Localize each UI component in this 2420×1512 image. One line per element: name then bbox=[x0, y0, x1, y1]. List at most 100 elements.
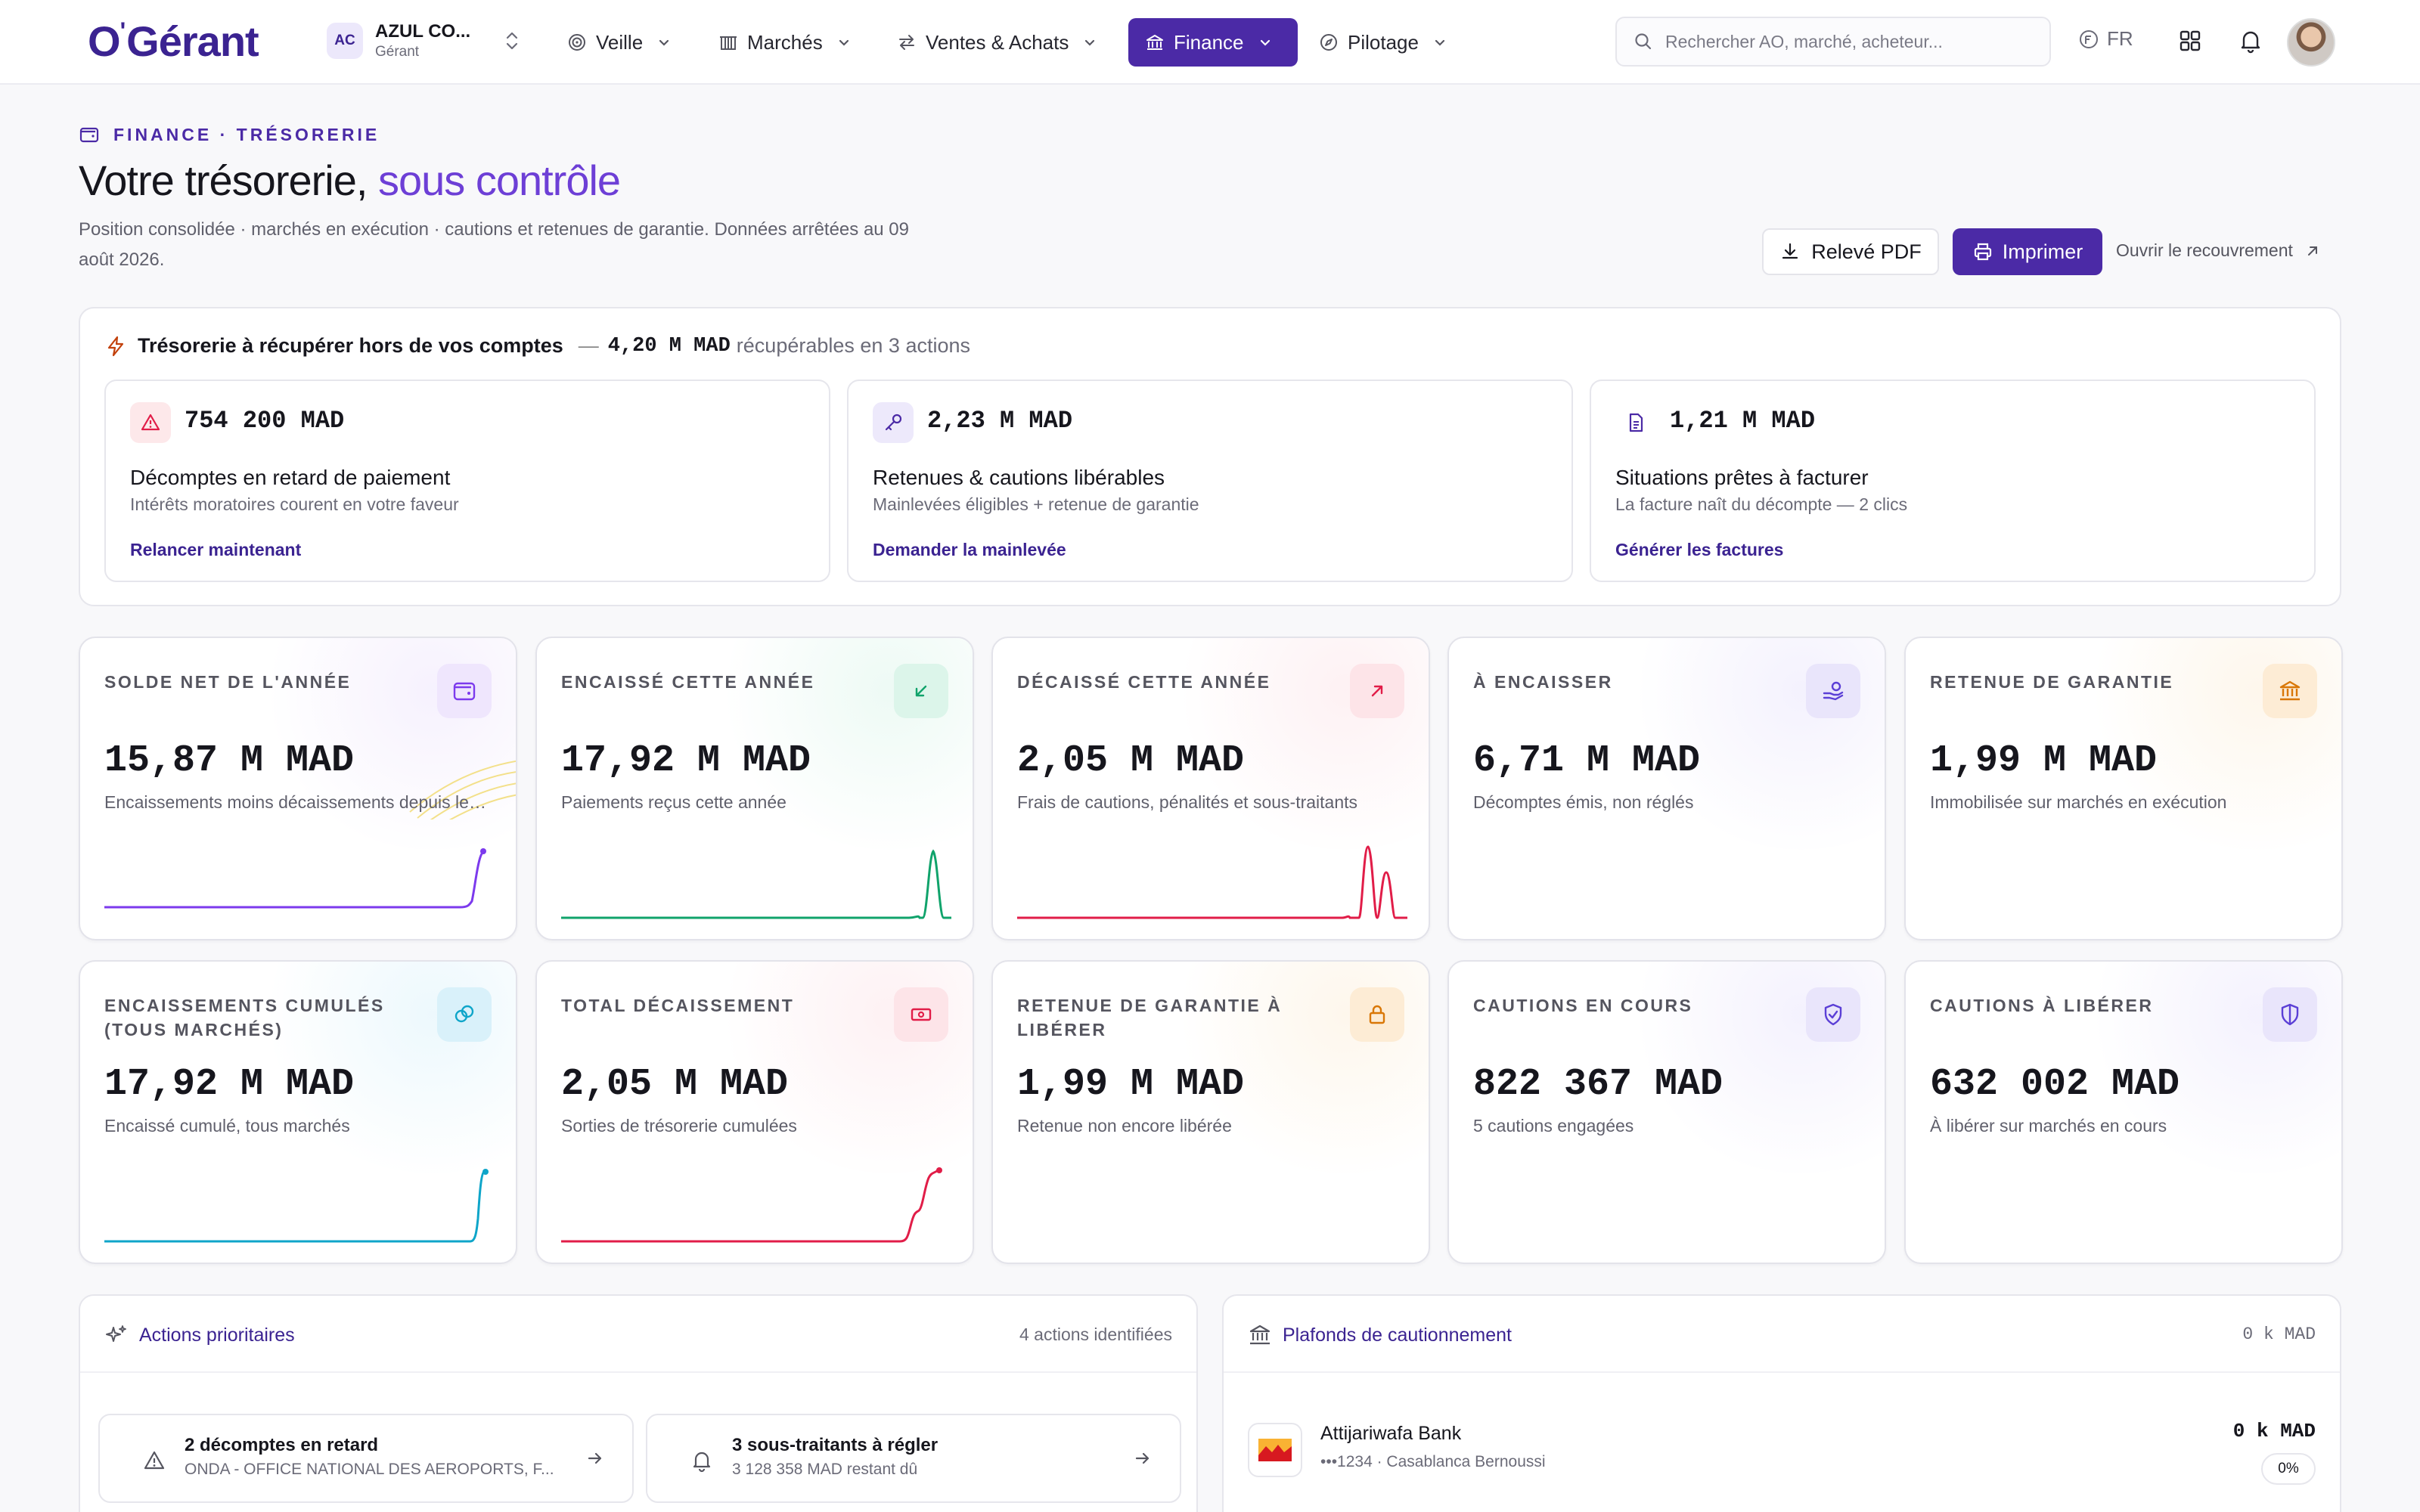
search-input[interactable] bbox=[1665, 31, 2028, 52]
language-switcher[interactable]: FR bbox=[2078, 27, 2133, 51]
org-role: Gérant bbox=[375, 44, 420, 60]
divider bbox=[1224, 1371, 2340, 1373]
action-decomptes-retard[interactable]: 2 décomptes en retard ONDA - OFFICE NATI… bbox=[98, 1414, 634, 1503]
mainlevee-link[interactable]: Demander la mainlevée bbox=[873, 540, 1066, 559]
bank-name[interactable]: Attijariwafa Bank bbox=[1320, 1423, 1462, 1444]
coins-icon bbox=[437, 987, 492, 1042]
generer-factures-link[interactable]: Générer les factures bbox=[1615, 540, 1784, 559]
wallet-icon bbox=[79, 127, 99, 143]
kpi-retenue-garantie[interactable]: RETENUE DE GARANTIE 1,99 M MAD Immobilis… bbox=[1904, 637, 2343, 940]
key-icon bbox=[873, 402, 914, 443]
arrow-up-right-icon bbox=[2307, 246, 2317, 256]
kpi-subtitle: Sorties de trésorerie cumulées bbox=[561, 1116, 797, 1136]
relancer-link[interactable]: Relancer maintenant bbox=[130, 540, 302, 559]
lock-icon bbox=[1350, 987, 1404, 1042]
kpi-value: 632 002 MAD bbox=[1930, 1063, 2180, 1106]
kpi-label: RETENUE DE GARANTIE bbox=[1930, 672, 2174, 692]
document-icon bbox=[1615, 402, 1656, 443]
nav-marches[interactable]: Marchés bbox=[702, 18, 868, 67]
org-switcher[interactable]: AC AZUL CO... Gérant bbox=[327, 21, 520, 60]
plafonds-total: 0 k MAD bbox=[2242, 1325, 2316, 1344]
actions-prioritaires-panel: Actions prioritaires 4 actions identifié… bbox=[79, 1294, 1198, 1512]
kpi-label: CAUTIONS EN COURS bbox=[1473, 996, 1693, 1015]
recovery-card-factures[interactable]: 1,21 M MAD Situations prêtes à facturer … bbox=[1590, 380, 2316, 582]
panel-title: Plafonds de cautionnement bbox=[1248, 1323, 1512, 1347]
shield-half-icon bbox=[2263, 987, 2317, 1042]
kpi-a-encaisser[interactable]: À ENCAISSER 6,71 M MAD Décomptes émis, n… bbox=[1447, 637, 1886, 940]
user-avatar[interactable] bbox=[2287, 18, 2335, 67]
sparkline-cumules bbox=[104, 1169, 489, 1243]
apps-grid-icon[interactable] bbox=[2176, 27, 2204, 54]
recovery-card-late[interactable]: 754 200 MAD Décomptes en retard de paiem… bbox=[104, 380, 830, 582]
recovery-card-desc: Mainlevées éligibles + retenue de garant… bbox=[873, 494, 1199, 514]
lightning-icon bbox=[107, 336, 124, 356]
bank-amount: 0 k MAD bbox=[2232, 1420, 2316, 1442]
chevron-down-icon bbox=[659, 39, 669, 46]
chevron-down-icon bbox=[1085, 39, 1095, 46]
recovery-card-amount: 2,23 M MAD bbox=[927, 407, 1073, 435]
kpi-value: 2,05 M MAD bbox=[561, 1063, 789, 1106]
print-button[interactable]: Imprimer bbox=[1953, 228, 2102, 275]
recovery-panel: Trésorerie à récupérer hors de vos compt… bbox=[79, 307, 2341, 606]
nav-veille[interactable]: Veille bbox=[551, 18, 688, 67]
kpi-value: 17,92 M MAD bbox=[561, 739, 811, 782]
kpi-subtitle: Frais de cautions, pénalités et sous-tra… bbox=[1017, 792, 1358, 812]
chevron-down-icon bbox=[1435, 39, 1445, 46]
kpi-value: 2,05 M MAD bbox=[1017, 739, 1245, 782]
recovery-card-desc: Intérêts moratoires courent en votre fav… bbox=[130, 494, 459, 514]
kpi-decaisse-annee[interactable]: DÉCAISSÉ CETTE ANNÉE 2,05 M MAD Frais de… bbox=[991, 637, 1430, 940]
recovery-label: Trésorerie à récupérer hors de vos compt… bbox=[138, 334, 563, 357]
kpi-encaisse-annee[interactable]: ENCAISSÉ CETTE ANNÉE 17,92 M MAD Paiemen… bbox=[535, 637, 974, 940]
kpi-subtitle: Paiements reçus cette année bbox=[561, 792, 786, 812]
kpi-retenue-a-liberer[interactable]: RETENUE DE GARANTIE À LIBÉRER 1,99 M MAD… bbox=[991, 960, 1430, 1264]
sparkline-solde bbox=[104, 848, 486, 909]
chevron-down-icon bbox=[839, 39, 849, 46]
radar-icon bbox=[569, 34, 585, 51]
attijariwafa-logo bbox=[1248, 1423, 1302, 1477]
kpi-value: 15,87 M MAD bbox=[104, 739, 355, 782]
arrow-right-icon bbox=[1135, 1452, 1150, 1464]
sparkline-encaisse bbox=[561, 849, 951, 919]
kpi-total-decaissement[interactable]: TOTAL DÉCAISSEMENT 2,05 M MAD Sorties de… bbox=[535, 960, 974, 1264]
download-pdf-button[interactable]: Relevé PDF bbox=[1762, 228, 1939, 275]
top-bar: O'Gérant AC AZUL CO... Gérant Veille Mar… bbox=[0, 0, 2420, 85]
sparkles-icon bbox=[106, 1325, 126, 1342]
kpi-encaissements-cumules[interactable]: ENCAISSEMENTS CUMULÉS (TOUS MARCHÉS) 17,… bbox=[79, 960, 517, 1264]
page-title: Votre trésorerie, sous contrôle bbox=[79, 156, 621, 204]
compass-icon bbox=[1320, 34, 1337, 51]
kpi-label: SOLDE NET DE L'ANNÉE bbox=[104, 672, 352, 692]
plafonds-cautionnement-panel: Plafonds de cautionnement 0 k MAD Attija… bbox=[1222, 1294, 2341, 1512]
building-icon bbox=[720, 36, 737, 50]
chevron-updown-icon bbox=[506, 32, 518, 50]
shield-check-icon bbox=[1806, 987, 1860, 1042]
nav-pilotage[interactable]: Pilotage bbox=[1302, 18, 1464, 67]
bell-icon[interactable] bbox=[2237, 27, 2264, 54]
app-logo[interactable]: O'Gérant bbox=[88, 17, 259, 65]
recovery-card-retenues[interactable]: 2,23 M MAD Retenues & cautions libérable… bbox=[847, 380, 1573, 582]
kpi-value: 822 367 MAD bbox=[1473, 1063, 1723, 1106]
kpi-value: 1,99 M MAD bbox=[1930, 739, 2158, 782]
kpi-label: DÉCAISSÉ CETTE ANNÉE bbox=[1017, 672, 1271, 692]
kpi-label: ENCAISSÉ CETTE ANNÉE bbox=[561, 672, 815, 692]
action-sous-traitants[interactable]: 3 sous-traitants à régler 3 128 358 MAD … bbox=[646, 1414, 1181, 1503]
search-bar[interactable] bbox=[1615, 17, 2051, 67]
printer-icon bbox=[1974, 243, 1991, 261]
alert-triangle-icon bbox=[144, 1451, 165, 1470]
nav-ventes-achats[interactable]: Ventes & Achats bbox=[880, 18, 1114, 67]
recovery-header: Trésorerie à récupérer hors de vos compt… bbox=[104, 334, 970, 358]
arrows-exchange-icon bbox=[899, 35, 914, 50]
recovery-tail: récupérables en 3 actions bbox=[736, 334, 970, 357]
decorative-waves bbox=[409, 760, 516, 820]
kpi-solde-net[interactable]: SOLDE NET DE L'ANNÉE 15,87 M MAD Encaiss… bbox=[79, 637, 517, 940]
nav-finance[interactable]: Finance bbox=[1128, 18, 1298, 67]
recovery-card-desc: La facture naît du décompte — 2 clics bbox=[1615, 494, 1908, 514]
kpi-subtitle: Encaissements moins décaissements depuis… bbox=[104, 792, 490, 812]
open-recouvrement-link[interactable]: Ouvrir le recouvrement bbox=[2116, 240, 2320, 261]
kpi-cautions-en-cours[interactable]: CAUTIONS EN COURS 822 367 MAD 5 cautions… bbox=[1447, 960, 1886, 1264]
action-desc: ONDA - OFFICE NATIONAL DES AEROPORTS, F.… bbox=[185, 1461, 554, 1478]
kpi-subtitle: 5 cautions engagées bbox=[1473, 1116, 1634, 1136]
divider bbox=[80, 1371, 1196, 1373]
kpi-cautions-a-liberer[interactable]: CAUTIONS À LIBÉRER 632 002 MAD À libérer… bbox=[1904, 960, 2343, 1264]
panel-title: Actions prioritaires bbox=[104, 1323, 295, 1347]
wallet-icon bbox=[437, 664, 492, 718]
